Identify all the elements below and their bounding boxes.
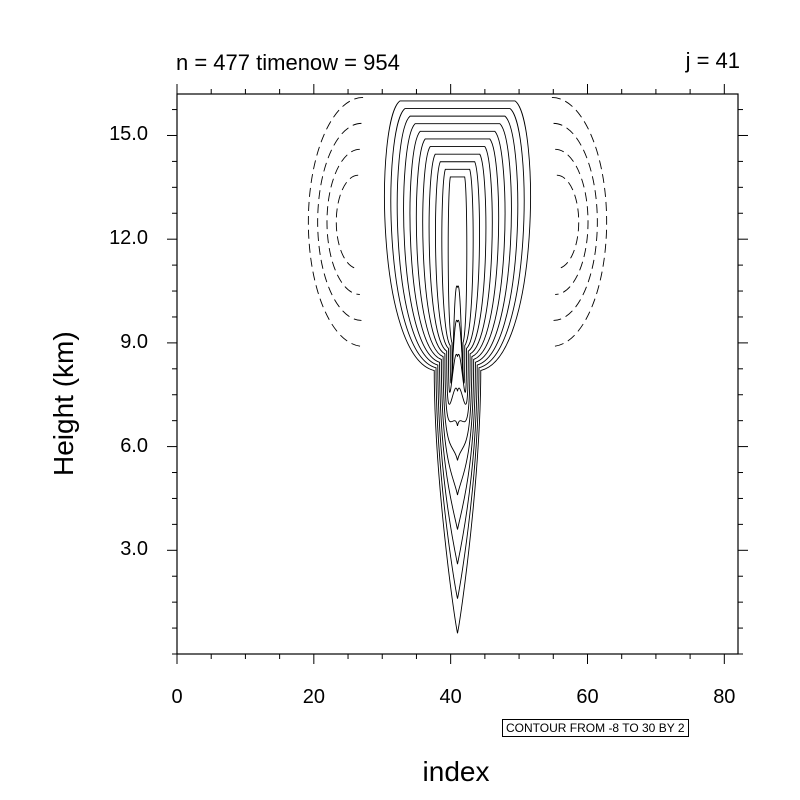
x-tick-label: 0 [171,686,183,708]
y-tick-label: 3.0 [120,538,148,561]
positive-contour [428,153,487,405]
positive-contour [396,115,519,565]
x-tick-label: 20 [302,686,325,708]
positive-contour [441,168,474,384]
negative-contour [551,97,608,347]
negative-contour [555,148,589,295]
x-axis-label: index [422,756,490,787]
contour-info-box: CONTOUR FROM -8 TO 30 BY 2 [502,719,689,737]
axis-ticks [167,84,748,664]
positive-contour [415,138,500,461]
positive-contour [409,130,506,496]
y-tick-label: 9.0 [120,330,148,353]
negative-contour [326,148,360,295]
title-right: j = 41 [685,48,740,73]
x-tick-label: 40 [439,686,462,708]
x-tick-label: 80 [713,686,736,708]
y-tick-label: 12.0 [109,227,148,250]
negative-contour [307,97,364,347]
negative-contour [335,174,359,270]
negative-contour [553,122,598,321]
positive-contour [447,176,468,376]
title-left: n = 477 timenow = 954 [176,50,400,75]
negative-contour [317,122,362,321]
x-tick-label: 60 [576,686,599,708]
contour-lines [307,97,608,634]
negative-contour [556,174,580,270]
y-axis-label: Height (km) [48,331,79,476]
y-tick-label: 6.0 [120,434,148,457]
positive-contour [435,161,480,393]
positive-contour [403,123,512,530]
plot-frame [176,93,739,655]
positive-contour [384,100,531,634]
positive-contour [422,146,493,426]
positive-contour [390,108,525,599]
y-tick-label: 15.0 [109,123,148,146]
